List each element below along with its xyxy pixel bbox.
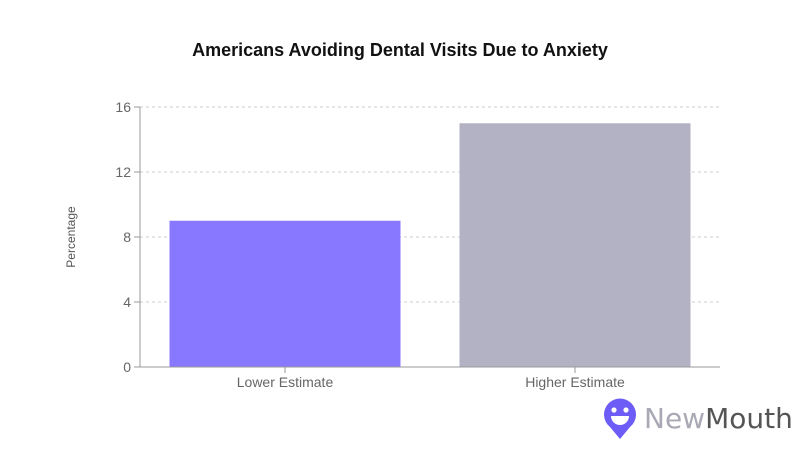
x-tick-label: Lower Estimate — [237, 374, 334, 390]
y-tick-label: 4 — [123, 294, 131, 310]
bar-lower-estimate — [169, 220, 401, 367]
y-tick-label: 8 — [123, 229, 131, 245]
chart-title: Americans Avoiding Dental Visits Due to … — [192, 40, 608, 60]
x-tick-label: Higher Estimate — [525, 374, 625, 390]
logo-text-new: New — [644, 401, 706, 435]
y-tick-label: 0 — [123, 359, 131, 375]
smiley-pin-icon — [604, 398, 636, 439]
y-tick-label: 16 — [115, 99, 131, 115]
bar-higher-estimate — [459, 123, 691, 367]
newmouth-logo: NewMouth — [602, 396, 793, 440]
y-tick-label: 12 — [115, 164, 131, 180]
y-axis-label: Percentage — [64, 206, 78, 268]
logo-text-mouth: Mouth — [705, 401, 793, 435]
